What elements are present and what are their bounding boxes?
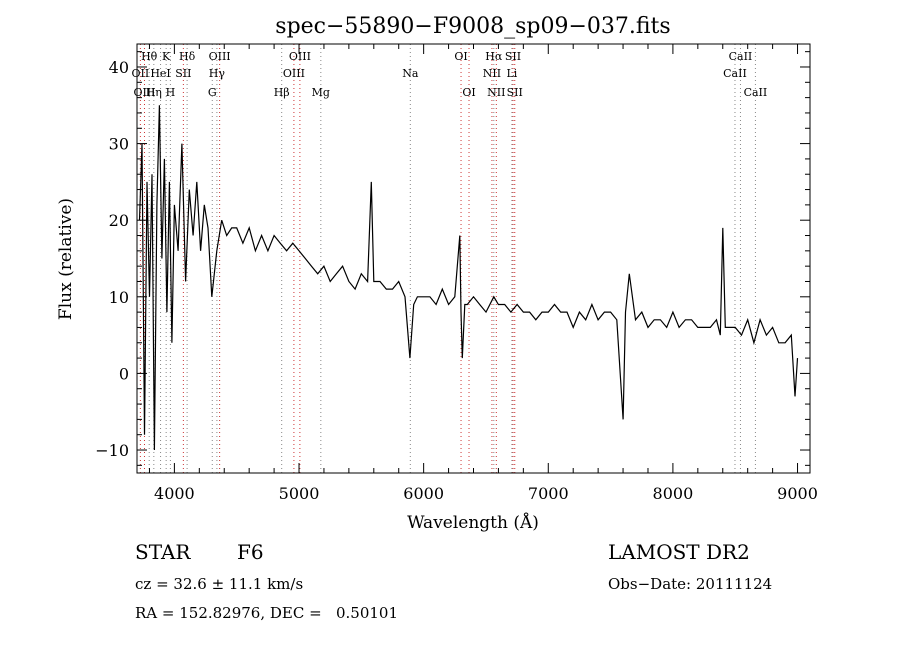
x-tick-label: 7000	[528, 484, 569, 503]
x-tick-label: 4000	[154, 484, 195, 503]
observation-date: Obs−Date: 20111124	[608, 575, 773, 593]
spectral-line-label: SII	[175, 67, 191, 80]
x-axis-ticks: 4000 5000 6000 7000 8000 9000	[148, 44, 818, 503]
spectral-line-label: OIII	[283, 67, 305, 80]
coordinates-text: RA = 152.82976, DEC = 0.50101	[135, 604, 399, 622]
object-class: STAR	[135, 540, 191, 564]
spectral-line-label: Hβ	[274, 86, 290, 99]
spectral-line-label: OIII	[133, 86, 155, 99]
spectral-line-label: OI	[462, 86, 475, 99]
spectral-line-label: Na	[402, 67, 419, 80]
spectral-line-label: CaII	[723, 67, 747, 80]
spectral-line-label: OIII	[289, 50, 311, 63]
spectral-line-label: K	[162, 50, 171, 63]
x-tick-label: 6000	[403, 484, 444, 503]
spectral-line-label: Li	[506, 67, 517, 80]
x-tick-label: 9000	[777, 484, 818, 503]
survey-name: LAMOST DR2	[608, 540, 750, 564]
y-axis-ticks: −10 0 10 20 30 40	[95, 51, 810, 466]
spectral-line-label: Mg	[312, 86, 330, 99]
y-tick-label: 30	[109, 135, 129, 154]
y-tick-label: −10	[95, 441, 129, 460]
spectral-line-label: HeI	[150, 67, 170, 80]
flux-series-line	[138, 105, 799, 451]
spectral-line-label: CaII	[729, 50, 753, 63]
spectral-line-label: Hη	[146, 86, 162, 99]
x-axis-label: Wavelength (Å)	[407, 512, 539, 533]
redshift-text: cz = 32.6 ± 11.1 km/s	[135, 575, 304, 593]
spectral-line-label: SII	[507, 86, 523, 99]
object-subclass: F6	[237, 540, 264, 564]
y-tick-label: 10	[109, 288, 129, 307]
chart-title: spec−55890−F9008_sp09−037.fits	[275, 14, 670, 39]
spectral-line-label: Hγ	[209, 67, 226, 80]
spectral-line-label: OIII	[209, 50, 231, 63]
spectral-line-label: OI	[454, 50, 467, 63]
spectral-line-label: G	[208, 86, 217, 99]
spectral-line-label: H	[166, 86, 176, 99]
spectral-line-markers	[139, 44, 756, 473]
spectral-line-label: OII	[132, 67, 150, 80]
spectral-line-label: NII	[483, 67, 501, 80]
plot-frame	[136, 43, 811, 474]
x-tick-label: 5000	[279, 484, 320, 503]
y-tick-label: 40	[109, 58, 129, 77]
y-tick-label: 0	[119, 364, 129, 383]
spectral-line-label: NII	[487, 86, 505, 99]
y-tick-label: 20	[109, 211, 129, 230]
spectral-line-label: CaII	[744, 86, 768, 99]
spectral-line-label: Hδ	[179, 50, 196, 63]
x-tick-label: 8000	[653, 484, 694, 503]
spectral-line-label: Hθ	[141, 50, 158, 63]
spectral-line-label: Hα	[485, 50, 503, 63]
y-axis-label: Flux (relative)	[56, 198, 76, 320]
spectral-line-label: SII	[505, 50, 521, 63]
